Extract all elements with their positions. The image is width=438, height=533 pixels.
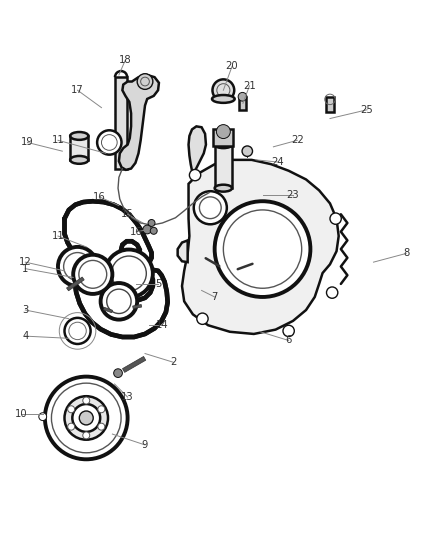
Text: 22: 22 — [291, 135, 304, 146]
Circle shape — [98, 406, 105, 413]
Circle shape — [194, 191, 227, 224]
Text: 25: 25 — [360, 105, 373, 115]
Text: 5: 5 — [155, 279, 161, 289]
Circle shape — [137, 74, 153, 90]
Circle shape — [101, 283, 137, 320]
Text: 3: 3 — [22, 305, 28, 315]
Text: 8: 8 — [403, 248, 409, 259]
Polygon shape — [119, 75, 159, 170]
Text: 21: 21 — [243, 81, 256, 91]
Circle shape — [72, 404, 100, 432]
Circle shape — [197, 313, 208, 325]
Text: 7: 7 — [212, 292, 218, 302]
Ellipse shape — [70, 132, 88, 140]
Text: 11: 11 — [52, 135, 64, 146]
Circle shape — [216, 125, 230, 139]
Polygon shape — [325, 97, 334, 112]
Circle shape — [73, 255, 113, 294]
Circle shape — [150, 228, 157, 235]
Text: 15: 15 — [121, 209, 134, 219]
Text: 14: 14 — [156, 320, 169, 330]
Circle shape — [105, 249, 153, 297]
Polygon shape — [182, 160, 339, 334]
Circle shape — [39, 413, 47, 421]
Text: 17: 17 — [71, 85, 84, 95]
Circle shape — [143, 225, 152, 234]
Ellipse shape — [212, 95, 235, 103]
Circle shape — [58, 247, 97, 286]
Text: 16: 16 — [93, 192, 106, 202]
Polygon shape — [64, 201, 168, 337]
Circle shape — [98, 423, 105, 430]
Polygon shape — [178, 240, 187, 262]
Text: 13: 13 — [121, 392, 134, 402]
Circle shape — [283, 325, 294, 336]
Polygon shape — [215, 144, 232, 188]
Circle shape — [330, 213, 341, 224]
Text: 16: 16 — [130, 227, 143, 237]
Text: 18: 18 — [119, 55, 132, 65]
Circle shape — [148, 220, 155, 227]
Polygon shape — [103, 308, 113, 313]
Circle shape — [215, 201, 311, 297]
Circle shape — [45, 377, 127, 459]
Text: 24: 24 — [272, 157, 284, 167]
Circle shape — [97, 130, 121, 155]
Circle shape — [242, 146, 253, 156]
Circle shape — [189, 169, 201, 181]
Circle shape — [326, 287, 338, 298]
Circle shape — [68, 423, 74, 430]
Polygon shape — [239, 97, 246, 110]
Text: 9: 9 — [142, 440, 148, 450]
Polygon shape — [213, 130, 233, 146]
Polygon shape — [115, 77, 127, 168]
Circle shape — [83, 397, 90, 404]
Circle shape — [83, 432, 90, 439]
Circle shape — [64, 396, 108, 440]
Circle shape — [114, 369, 122, 377]
Polygon shape — [123, 357, 146, 373]
Circle shape — [64, 318, 91, 344]
Text: 12: 12 — [19, 257, 32, 267]
Text: 11: 11 — [52, 231, 64, 241]
Text: 10: 10 — [14, 409, 27, 419]
Text: 1: 1 — [22, 264, 28, 273]
Text: 2: 2 — [170, 357, 177, 367]
Text: 4: 4 — [22, 331, 28, 341]
Polygon shape — [70, 136, 88, 160]
Circle shape — [68, 406, 74, 413]
Text: 23: 23 — [287, 190, 299, 200]
Circle shape — [212, 79, 234, 101]
Polygon shape — [188, 126, 206, 171]
Text: 20: 20 — [226, 61, 238, 71]
Ellipse shape — [70, 156, 88, 164]
Circle shape — [238, 92, 247, 101]
Text: 6: 6 — [286, 335, 292, 345]
Polygon shape — [67, 277, 84, 291]
Polygon shape — [133, 304, 141, 309]
Ellipse shape — [215, 184, 232, 192]
Circle shape — [79, 411, 93, 425]
Ellipse shape — [215, 141, 232, 148]
Text: 19: 19 — [21, 138, 34, 148]
